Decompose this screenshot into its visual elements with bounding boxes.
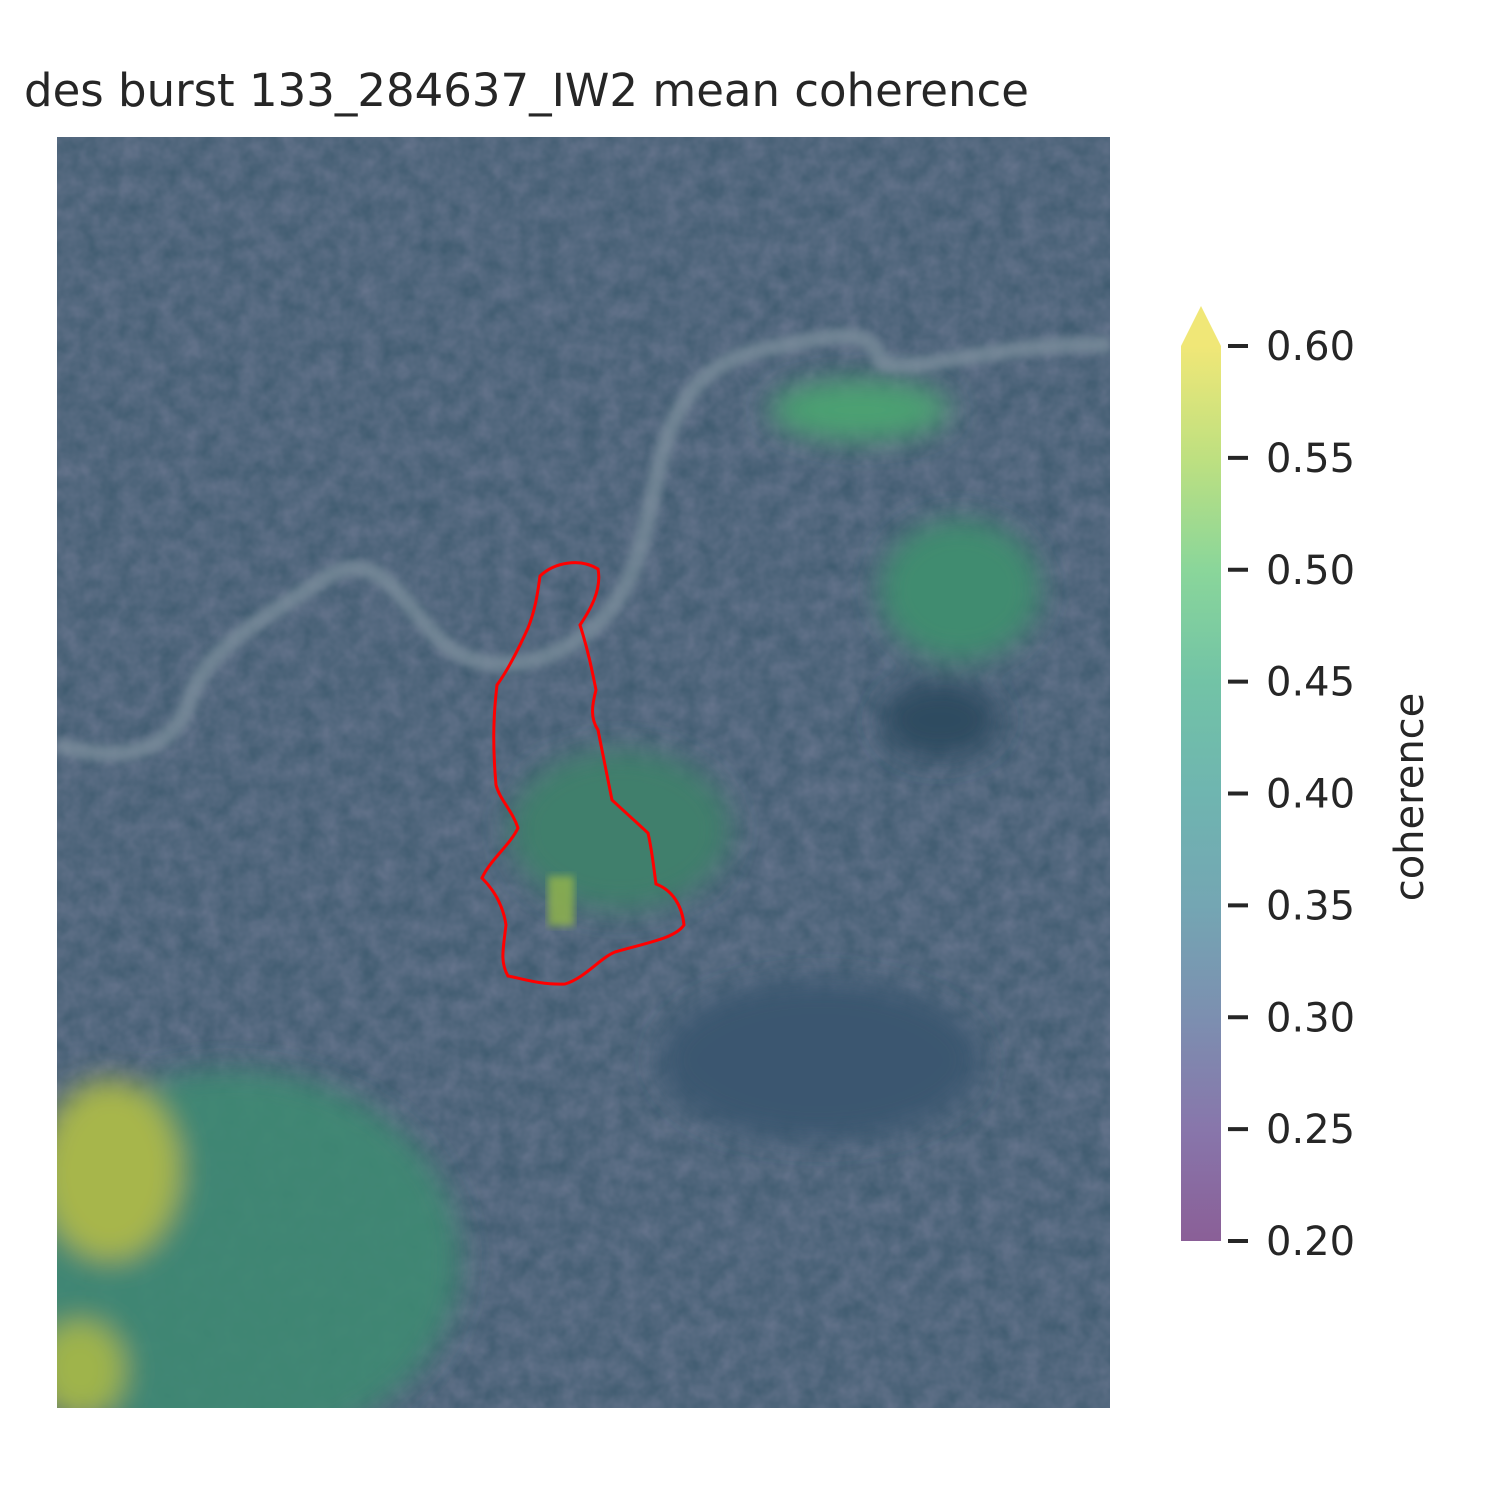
colorbar-ticks: 0.60 0.55 0.50 0.45 0.40 0.35 0.30 0.25 0.20 xyxy=(1228,324,1355,1265)
colorbar-tick-label: 0.55 xyxy=(1266,436,1355,482)
colorbar: 0.60 0.55 0.50 0.45 0.40 0.35 0.30 0.25 0.20 xyxy=(1181,306,1355,1265)
colorbar-extend-arrow xyxy=(1181,306,1221,346)
colorbar-tick-label: 0.50 xyxy=(1266,548,1355,594)
study-area-outline xyxy=(480,561,686,986)
colorbar-tick-label: 0.60 xyxy=(1266,324,1355,370)
colorbar-tick-label: 0.35 xyxy=(1266,883,1355,929)
heatmap-image xyxy=(57,137,1110,1408)
colorbar-tick-label: 0.25 xyxy=(1266,1107,1355,1153)
colorbar-tick-label: 0.40 xyxy=(1266,772,1355,818)
colorbar-label: coherence xyxy=(1387,692,1433,902)
chart-title: des burst 133_284637_IW2 mean coherence xyxy=(24,64,1029,117)
colorbar-tick-label: 0.45 xyxy=(1266,660,1355,706)
colorbar-tick-label: 0.20 xyxy=(1266,1219,1355,1265)
colorbar-gradient xyxy=(1181,346,1221,1241)
colorbar-tick-label: 0.30 xyxy=(1266,995,1355,1041)
